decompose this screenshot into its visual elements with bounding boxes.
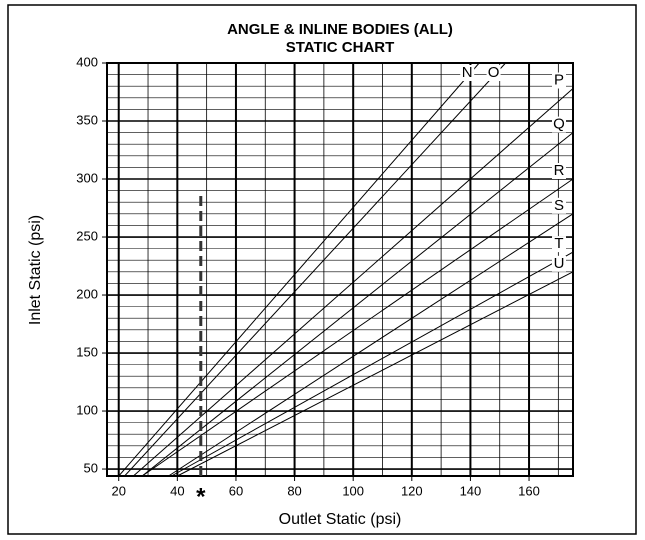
series-label: N	[462, 64, 473, 81]
series-line	[171, 251, 574, 477]
series-line	[118, 62, 480, 477]
y-tick-label: 300	[76, 170, 98, 185]
x-tick-label: 100	[342, 483, 364, 498]
x-tick-label: 60	[229, 483, 243, 498]
x-tick-label: 160	[518, 483, 540, 498]
x-tick-label: 40	[170, 483, 184, 498]
series-line	[141, 132, 574, 477]
series-label: T	[554, 235, 563, 252]
series-label-bg	[552, 197, 566, 214]
y-tick-label: 400	[76, 54, 98, 69]
series-label: R	[554, 162, 565, 179]
series-line	[177, 271, 574, 477]
frame	[7, 4, 637, 535]
x-tick-label: 140	[460, 483, 482, 498]
y-axis-label: Inlet Static (psi)	[27, 215, 44, 325]
x-tick-label: 120	[401, 483, 423, 498]
series-label-bg	[552, 163, 566, 180]
series-label-bg	[460, 65, 475, 81]
y-tick-label: 350	[76, 112, 98, 127]
plot-border	[106, 62, 574, 477]
series-line	[168, 213, 574, 477]
y-tick-label: 100	[76, 402, 98, 417]
series-label-bg	[552, 116, 566, 133]
series-label-bg	[486, 65, 501, 81]
series-line	[141, 178, 574, 477]
chart-title: ANGLE & INLINE BODIES (ALL)	[227, 21, 453, 38]
series-line	[133, 88, 574, 477]
x-axis-label: Outlet Static (psi)	[279, 511, 402, 528]
x-tick-label: 80	[287, 483, 301, 498]
chart-subtitle: STATIC CHART	[286, 39, 395, 56]
y-tick-label: 200	[76, 286, 98, 301]
series-label-bg	[552, 72, 566, 89]
y-tick-label: 150	[76, 344, 98, 359]
series-label-bg	[552, 236, 566, 253]
series-line	[124, 62, 506, 477]
series-label: P	[554, 71, 564, 88]
x-tick-label: 20	[111, 483, 125, 498]
series-label-bg	[552, 255, 566, 272]
y-tick-label: 250	[76, 228, 98, 243]
y-tick-label: 50	[84, 460, 98, 475]
series-label: Q	[553, 116, 565, 133]
series-label: O	[488, 64, 500, 81]
series-label: S	[554, 197, 564, 214]
marker-label: *	[196, 483, 206, 510]
series-label: U	[554, 255, 565, 272]
